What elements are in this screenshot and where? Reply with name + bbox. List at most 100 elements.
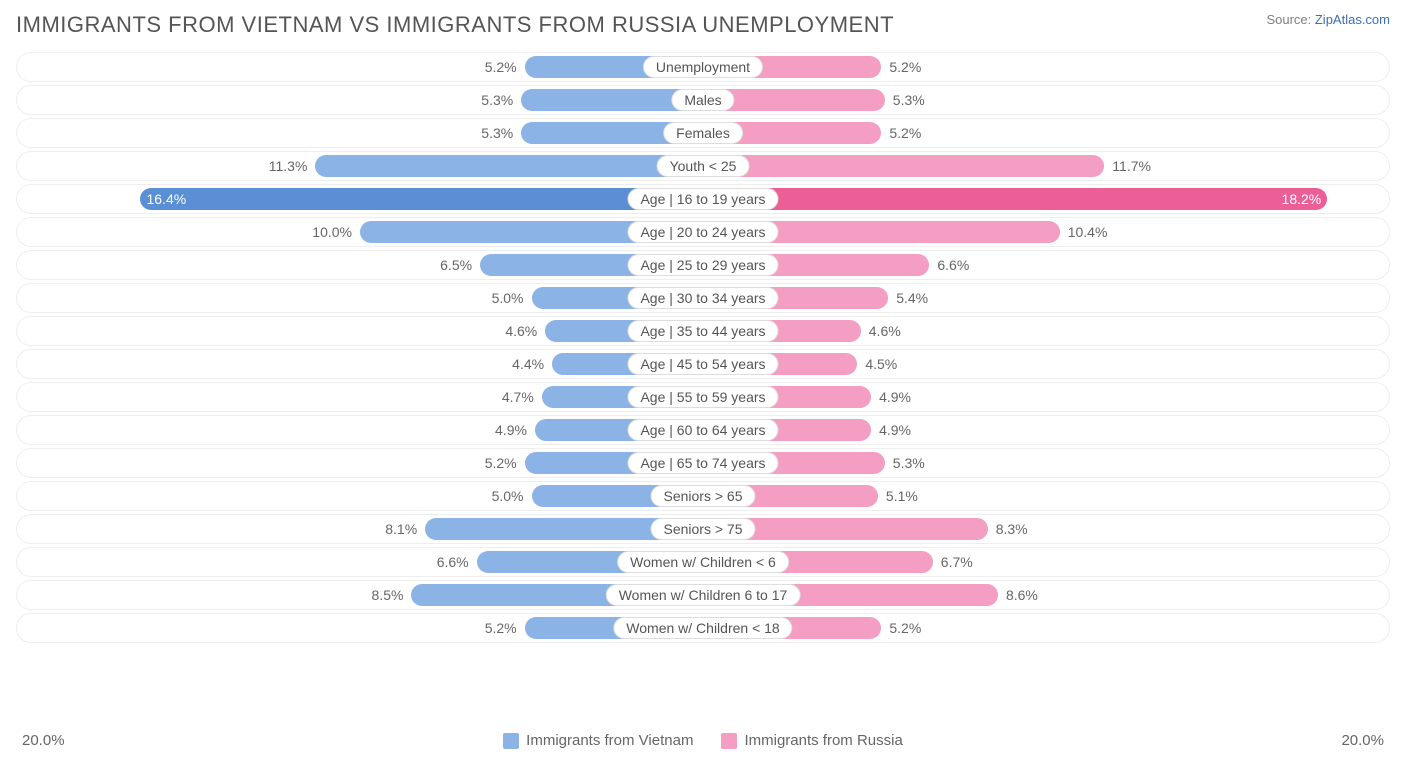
- left-half: 8.1%: [17, 515, 703, 543]
- category-badge: Women w/ Children < 6: [617, 551, 789, 573]
- chart-row: 5.0%5.1%Seniors > 65: [16, 481, 1390, 511]
- chart-row: 4.6% 4.6% Age | 35 to 44 years: [16, 316, 1390, 346]
- value-label-right: 8.3%: [988, 521, 1028, 537]
- value-label-left: 5.3%: [481, 92, 521, 108]
- header: IMMIGRANTS FROM VIETNAM VS IMMIGRANTS FR…: [16, 12, 1390, 38]
- value-label-left: 5.2%: [485, 455, 525, 471]
- axis-max-right: 20.0%: [1341, 732, 1384, 749]
- left-half: 10.0%: [17, 218, 703, 246]
- right-half: 5.2%: [703, 53, 1389, 81]
- category-badge: Age | 35 to 44 years: [627, 320, 778, 342]
- legend-label-left: Immigrants from Vietnam: [526, 732, 693, 749]
- right-half: 6.7%: [703, 548, 1389, 576]
- legend-swatch-right: [721, 733, 737, 749]
- value-label-left: 4.7%: [502, 389, 542, 405]
- category-badge: Women w/ Children < 18: [613, 617, 792, 639]
- legend-label-right: Immigrants from Russia: [744, 732, 902, 749]
- value-label-right: 6.7%: [933, 554, 973, 570]
- value-label-right: 18.2%: [1282, 191, 1322, 207]
- value-label-right: 5.2%: [881, 125, 921, 141]
- value-label-right: 5.1%: [878, 488, 918, 504]
- value-label-right: 5.2%: [881, 59, 921, 75]
- right-half: 6.6%: [703, 251, 1389, 279]
- left-half: 11.3%: [17, 152, 703, 180]
- value-label-left: 16.4%: [146, 191, 186, 207]
- category-badge: Age | 45 to 54 years: [627, 353, 778, 375]
- right-half: 10.4%: [703, 218, 1389, 246]
- value-label-right: 4.9%: [871, 422, 911, 438]
- right-half: 4.9%: [703, 416, 1389, 444]
- right-half: 4.6%: [703, 317, 1389, 345]
- category-badge: Unemployment: [643, 56, 763, 78]
- value-label-left: 5.0%: [492, 488, 532, 504]
- bar-right: 11.7%: [703, 155, 1104, 177]
- right-half: 5.4%: [703, 284, 1389, 312]
- value-label-left: 4.9%: [495, 422, 535, 438]
- chart-footer: 20.0% Immigrants from Vietnam Immigrants…: [16, 732, 1390, 749]
- value-label-right: 6.6%: [929, 257, 969, 273]
- legend: Immigrants from Vietnam Immigrants from …: [503, 732, 903, 749]
- category-badge: Age | 60 to 64 years: [627, 419, 778, 441]
- legend-swatch-left: [503, 733, 519, 749]
- bar-right: 18.2%: [703, 188, 1327, 210]
- chart-row: 5.2% 5.2% Unemployment: [16, 52, 1390, 82]
- chart-row: 5.2% 5.2% Women w/ Children < 18: [16, 613, 1390, 643]
- value-label-left: 5.2%: [485, 620, 525, 636]
- legend-item-left: Immigrants from Vietnam: [503, 732, 693, 749]
- value-label-right: 4.9%: [871, 389, 911, 405]
- value-label-right: 11.7%: [1104, 158, 1151, 174]
- chart-row: 10.0% 10.4% Age | 20 to 24 years: [16, 217, 1390, 247]
- right-half: 5.2%: [703, 614, 1389, 642]
- value-label-left: 5.0%: [492, 290, 532, 306]
- left-half: 8.5%: [17, 581, 703, 609]
- right-half: 4.5%: [703, 350, 1389, 378]
- value-label-right: 10.4%: [1060, 224, 1108, 240]
- chart-row: 5.2%5.3%Age | 65 to 74 years: [16, 448, 1390, 478]
- left-half: 5.0%: [17, 284, 703, 312]
- chart-row: 4.7% 4.9% Age | 55 to 59 years: [16, 382, 1390, 412]
- right-half: 5.1%: [703, 482, 1389, 510]
- value-label-left: 4.4%: [512, 356, 552, 372]
- source-link[interactable]: ZipAtlas.com: [1315, 12, 1390, 27]
- value-label-right: 5.2%: [881, 620, 921, 636]
- category-badge: Age | 55 to 59 years: [627, 386, 778, 408]
- right-half: 8.3%: [703, 515, 1389, 543]
- left-half: 4.6%: [17, 317, 703, 345]
- chart-row: 6.6%6.7%Women w/ Children < 6: [16, 547, 1390, 577]
- source-attribution: Source: ZipAtlas.com: [1266, 12, 1390, 27]
- chart-row: 5.3%5.3%Males: [16, 85, 1390, 115]
- right-half: 5.3%: [703, 449, 1389, 477]
- chart-container: IMMIGRANTS FROM VIETNAM VS IMMIGRANTS FR…: [0, 0, 1406, 757]
- legend-item-right: Immigrants from Russia: [721, 732, 902, 749]
- left-half: 4.9%: [17, 416, 703, 444]
- category-badge: Age | 20 to 24 years: [627, 221, 778, 243]
- chart-body: 5.2%5.2%Unemployment5.3%5.3%Males5.3%5.2…: [16, 52, 1390, 722]
- value-label-right: 4.6%: [861, 323, 901, 339]
- left-half: 5.0%: [17, 482, 703, 510]
- right-half: 11.7%: [703, 152, 1389, 180]
- category-badge: Age | 25 to 29 years: [627, 254, 778, 276]
- value-label-left: 5.3%: [481, 125, 521, 141]
- value-label-left: 8.1%: [385, 521, 425, 537]
- chart-row: 8.5% 8.6% Women w/ Children 6 to 17: [16, 580, 1390, 610]
- right-half: 4.9%: [703, 383, 1389, 411]
- right-half: 8.6%: [703, 581, 1389, 609]
- value-label-right: 4.5%: [857, 356, 897, 372]
- left-half: 5.3%: [17, 119, 703, 147]
- left-half: 5.3%: [17, 86, 703, 114]
- value-label-right: 8.6%: [998, 587, 1038, 603]
- category-badge: Age | 16 to 19 years: [627, 188, 778, 210]
- bar-left: 11.3%: [315, 155, 703, 177]
- category-badge: Women w/ Children 6 to 17: [606, 584, 801, 606]
- value-label-left: 10.0%: [312, 224, 360, 240]
- value-label-left: 6.5%: [440, 257, 480, 273]
- value-label-left: 11.3%: [269, 158, 316, 174]
- chart-row: 5.0% 5.4%Age | 30 to 34 years: [16, 283, 1390, 313]
- right-half: 18.2%: [703, 185, 1389, 213]
- category-badge: Age | 30 to 34 years: [627, 287, 778, 309]
- chart-title: IMMIGRANTS FROM VIETNAM VS IMMIGRANTS FR…: [16, 12, 894, 38]
- category-badge: Youth < 25: [657, 155, 750, 177]
- value-label-left: 4.6%: [505, 323, 545, 339]
- right-half: 5.3%: [703, 86, 1389, 114]
- value-label-left: 5.2%: [485, 59, 525, 75]
